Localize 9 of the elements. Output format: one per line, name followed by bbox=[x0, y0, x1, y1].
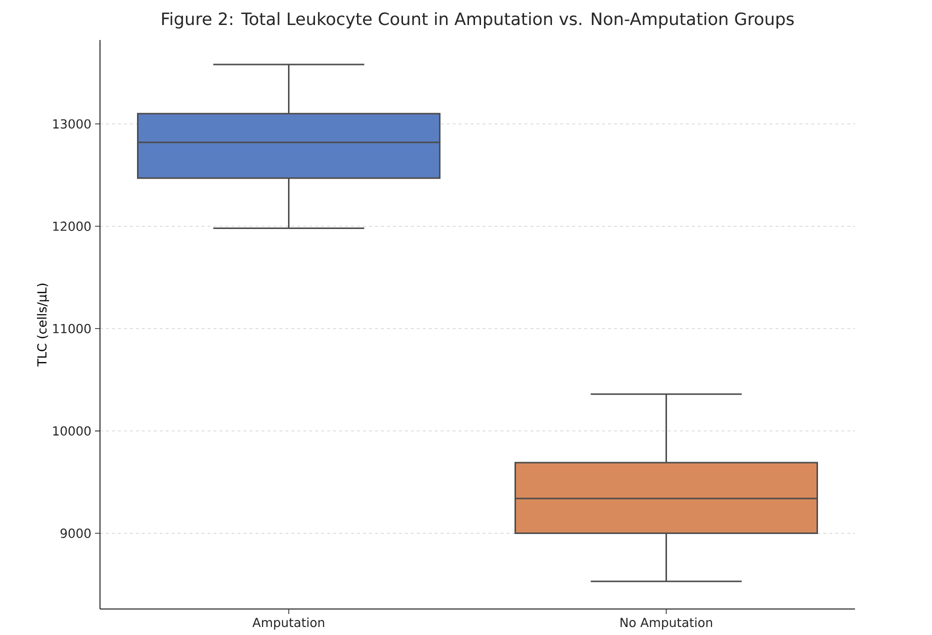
y-tick-label: 12000 bbox=[53, 222, 91, 231]
y-tick-label: 10000 bbox=[53, 426, 91, 436]
x-tick-label: No Amputation bbox=[620, 618, 712, 630]
y-tick-label: 11000 bbox=[53, 324, 91, 334]
y-axis-title: TLC (cells/µL) bbox=[36, 284, 50, 366]
x-tick-label: Amputation bbox=[252, 618, 324, 630]
chart-title: Figure 2: Total Leukocyte Count in Amputation vs. Non-Amputation Groups bbox=[162, 12, 794, 28]
y-tick-label: 9000 bbox=[60, 528, 91, 538]
y-tick-label: 13000 bbox=[53, 119, 91, 129]
